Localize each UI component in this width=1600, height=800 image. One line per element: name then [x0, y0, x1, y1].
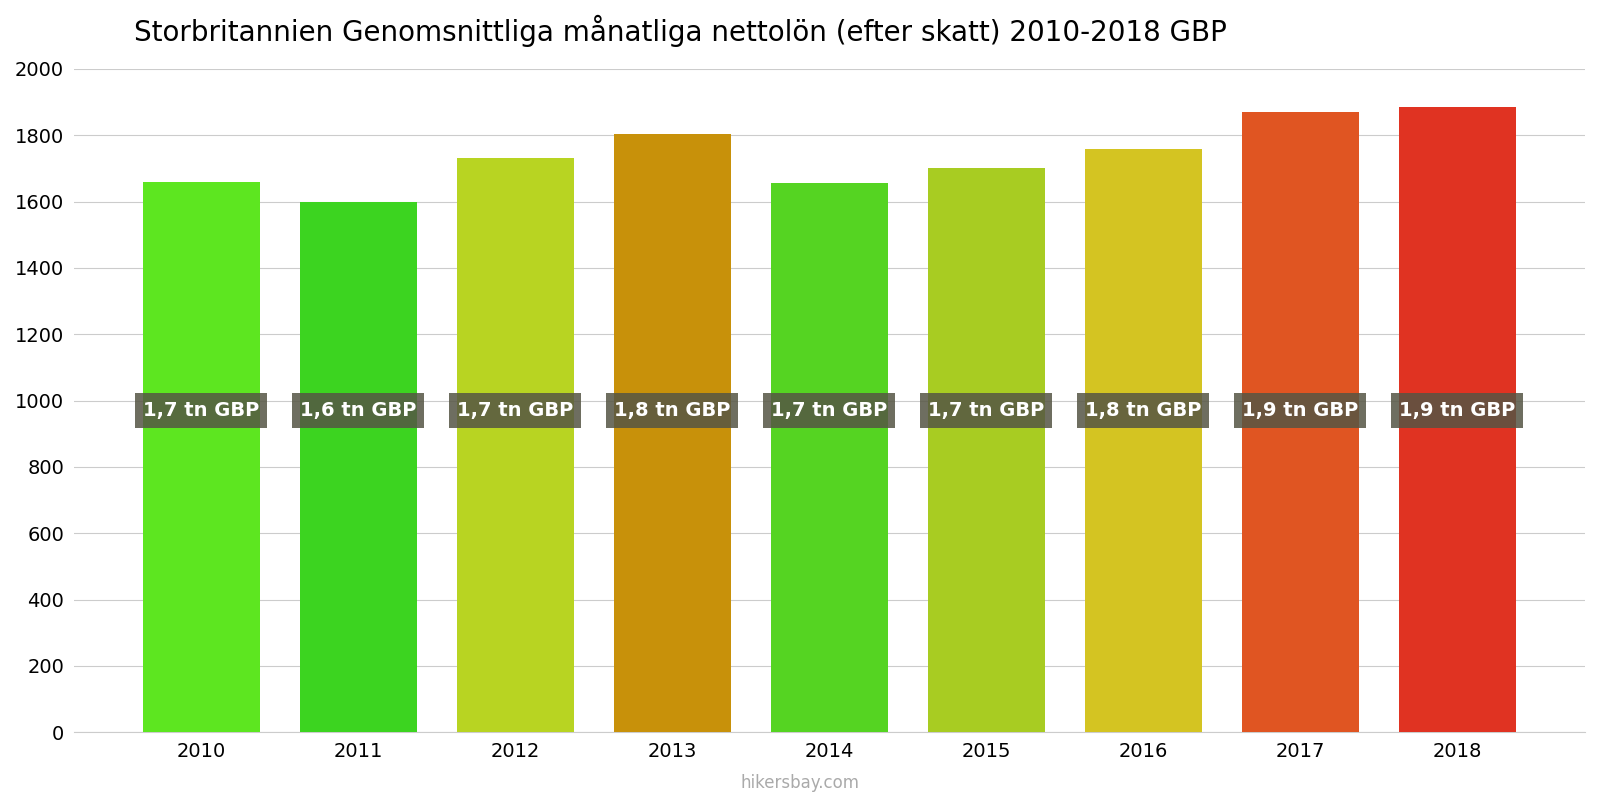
- Bar: [1242, 112, 1360, 732]
- Bar: [456, 158, 574, 732]
- Text: 1,9 tn GBP: 1,9 tn GBP: [1242, 401, 1358, 420]
- Text: 1,8 tn GBP: 1,8 tn GBP: [614, 401, 730, 420]
- Text: 1,9 tn GBP: 1,9 tn GBP: [1398, 401, 1515, 420]
- Bar: [614, 134, 731, 732]
- Bar: [299, 202, 418, 732]
- Text: hikersbay.com: hikersbay.com: [741, 774, 859, 792]
- Text: 1,7 tn GBP: 1,7 tn GBP: [456, 401, 573, 420]
- Bar: [771, 183, 888, 732]
- Bar: [928, 169, 1045, 732]
- Bar: [1085, 149, 1202, 732]
- Text: 1,7 tn GBP: 1,7 tn GBP: [142, 401, 259, 420]
- Bar: [1398, 107, 1517, 732]
- Text: 1,6 tn GBP: 1,6 tn GBP: [299, 401, 416, 420]
- Text: Storbritannien Genomsnittliga månatliga nettolön (efter skatt) 2010-2018 GBP: Storbritannien Genomsnittliga månatliga …: [134, 15, 1227, 47]
- Text: 1,7 tn GBP: 1,7 tn GBP: [771, 401, 886, 420]
- Text: 1,8 tn GBP: 1,8 tn GBP: [1085, 401, 1202, 420]
- Bar: [142, 182, 261, 732]
- Text: 1,7 tn GBP: 1,7 tn GBP: [928, 401, 1043, 420]
